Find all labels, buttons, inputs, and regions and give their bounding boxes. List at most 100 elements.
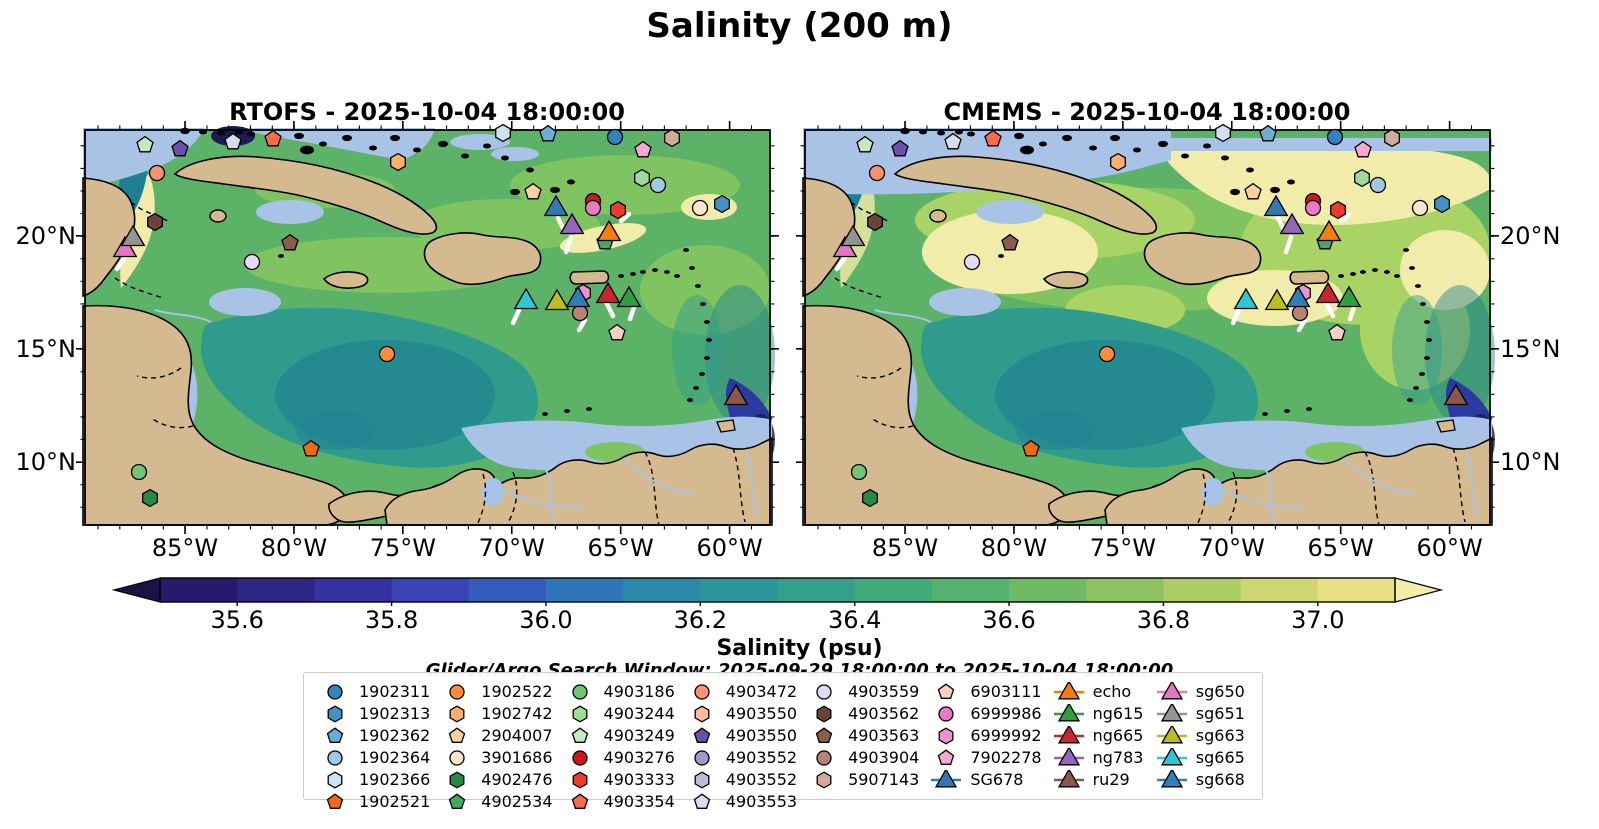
legend-label: 4903553 [725,792,798,811]
marker-1902522-cmems [1098,345,1116,363]
legend-glyph-sg665 [1160,747,1183,765]
legend-marker-circle [816,683,832,700]
map-shape [856,367,902,379]
ocean-patch [976,200,1044,224]
legend-marker-hexagon [572,770,587,789]
legend-glyph-6999986 [938,705,954,722]
legend-label: 1902742 [481,704,553,723]
islet [1384,270,1390,274]
legend-item-4902476: 4902476 [440,769,553,790]
legend-marker-pentagon [938,748,955,765]
lat-tick-label-right: 20°N [1500,221,1561,250]
map-shape [130,201,170,223]
map-shape [1464,449,1478,519]
legend-column: 4903559 4903562 4903563 4903904 5907143 [807,681,919,790]
marker-4903904-cmems [1291,304,1309,322]
legend-glyph-4902476 [449,770,465,789]
landmass [1143,232,1262,286]
marker-1902364-cmems [1369,176,1387,194]
glider-track [1296,317,1308,333]
lon-tick-label: 60°W [696,534,763,562]
legend-glyph-4903562 [816,704,832,723]
marker-1902366-rtofs [495,123,511,143]
marker-1902522-rtofs [378,345,396,363]
legend-item-4903563: 4903563 [807,725,919,746]
glider-track [1323,299,1336,319]
legend-glyph-3901686 [449,749,465,766]
colorbar-tick-label: 37.0 [1291,606,1345,634]
islet [700,302,706,306]
legend-item-4902534: 4902534 [440,791,553,812]
islet [618,274,624,278]
islet [1039,141,1047,147]
ocean-patch [295,410,375,450]
islet [294,132,304,140]
legend: 1902311 1902313 1902362 1902364 1902366 19025… [303,672,1263,811]
islet [967,131,975,137]
legend-glyph-sg668 [1160,769,1183,787]
legend-marker-triangle [931,769,962,787]
map-svg-rtofs [76,121,779,534]
legend-glyph-4903550 [693,726,711,743]
marker-echo-cmems [1316,219,1342,242]
lon-tick-label: 85°W [871,534,939,562]
islet [369,145,377,151]
legend-column: 6903111 6999986 6999992 7902278 SG678 [929,681,1042,790]
legend-label: 4903552 [725,770,798,789]
legend-label: 5907143 [848,770,920,789]
colorbar-tick-label: 35.8 [364,606,419,634]
legend-label: 6999986 [970,704,1042,723]
marker-4902476-cmems [862,488,878,508]
glider-track [555,215,567,233]
marker-1902742-rtofs [390,152,406,172]
marker-6903111-cmems [1328,323,1346,341]
ocean-patch [450,134,510,150]
legend-marker-pentagon [571,792,588,809]
islet [1089,145,1097,151]
ocean-patch [210,210,226,222]
legend-column: 4903186 4903244 4903249 4903276 4903333 49033… [563,681,675,812]
lon-tick-label: 75°W [1089,534,1156,562]
legend-label: 6903111 [970,682,1042,701]
islet [586,407,592,411]
islet [1287,179,1295,185]
legend-marker-circle [327,683,343,700]
glider-track [603,299,616,319]
marker-4903186-cmems [850,463,868,481]
legend-marker-pentagon [815,726,833,743]
islet [1306,407,1312,411]
glider-track [1347,304,1357,322]
map-shape [1224,489,1306,508]
islet [1221,155,1229,161]
islet [630,272,636,276]
islet [1394,274,1400,278]
marker-1902521-cmems [1022,439,1040,457]
legend-label: 7902278 [970,748,1042,767]
legend-glyph-2904007 [448,726,466,743]
colorbar-tick-label: 36.4 [827,606,882,634]
map-shape [506,471,518,526]
marker-4903244-cmems [1354,168,1370,188]
marker-ng665-cmems [1315,281,1341,304]
islet [674,274,680,278]
marker-sg668-rtofs [565,285,591,308]
marker-4903472-rtofs [148,164,166,182]
legend-label: 6999992 [970,726,1042,745]
marker-sg651-cmems [840,224,866,247]
islet [1110,134,1120,142]
legend-marker-hexagon [694,704,710,723]
legend-item-4903552: 4903552 [685,747,797,768]
glider-track [1230,307,1242,326]
legend-label: 4903354 [603,792,675,811]
islet [1203,143,1211,149]
legend-item-echo: echo [1052,681,1145,702]
legend-glyph-4902534 [448,792,466,809]
marker-7902278-rtofs [634,140,652,158]
marker-echo-rtofs [596,219,622,242]
legend-marker-hexagon [816,704,832,723]
marker-4903354-cmems [984,129,1002,147]
islet [1158,140,1168,148]
map-shape [850,201,890,223]
marker-ru29-cmems [1443,383,1469,406]
islet [689,266,695,270]
